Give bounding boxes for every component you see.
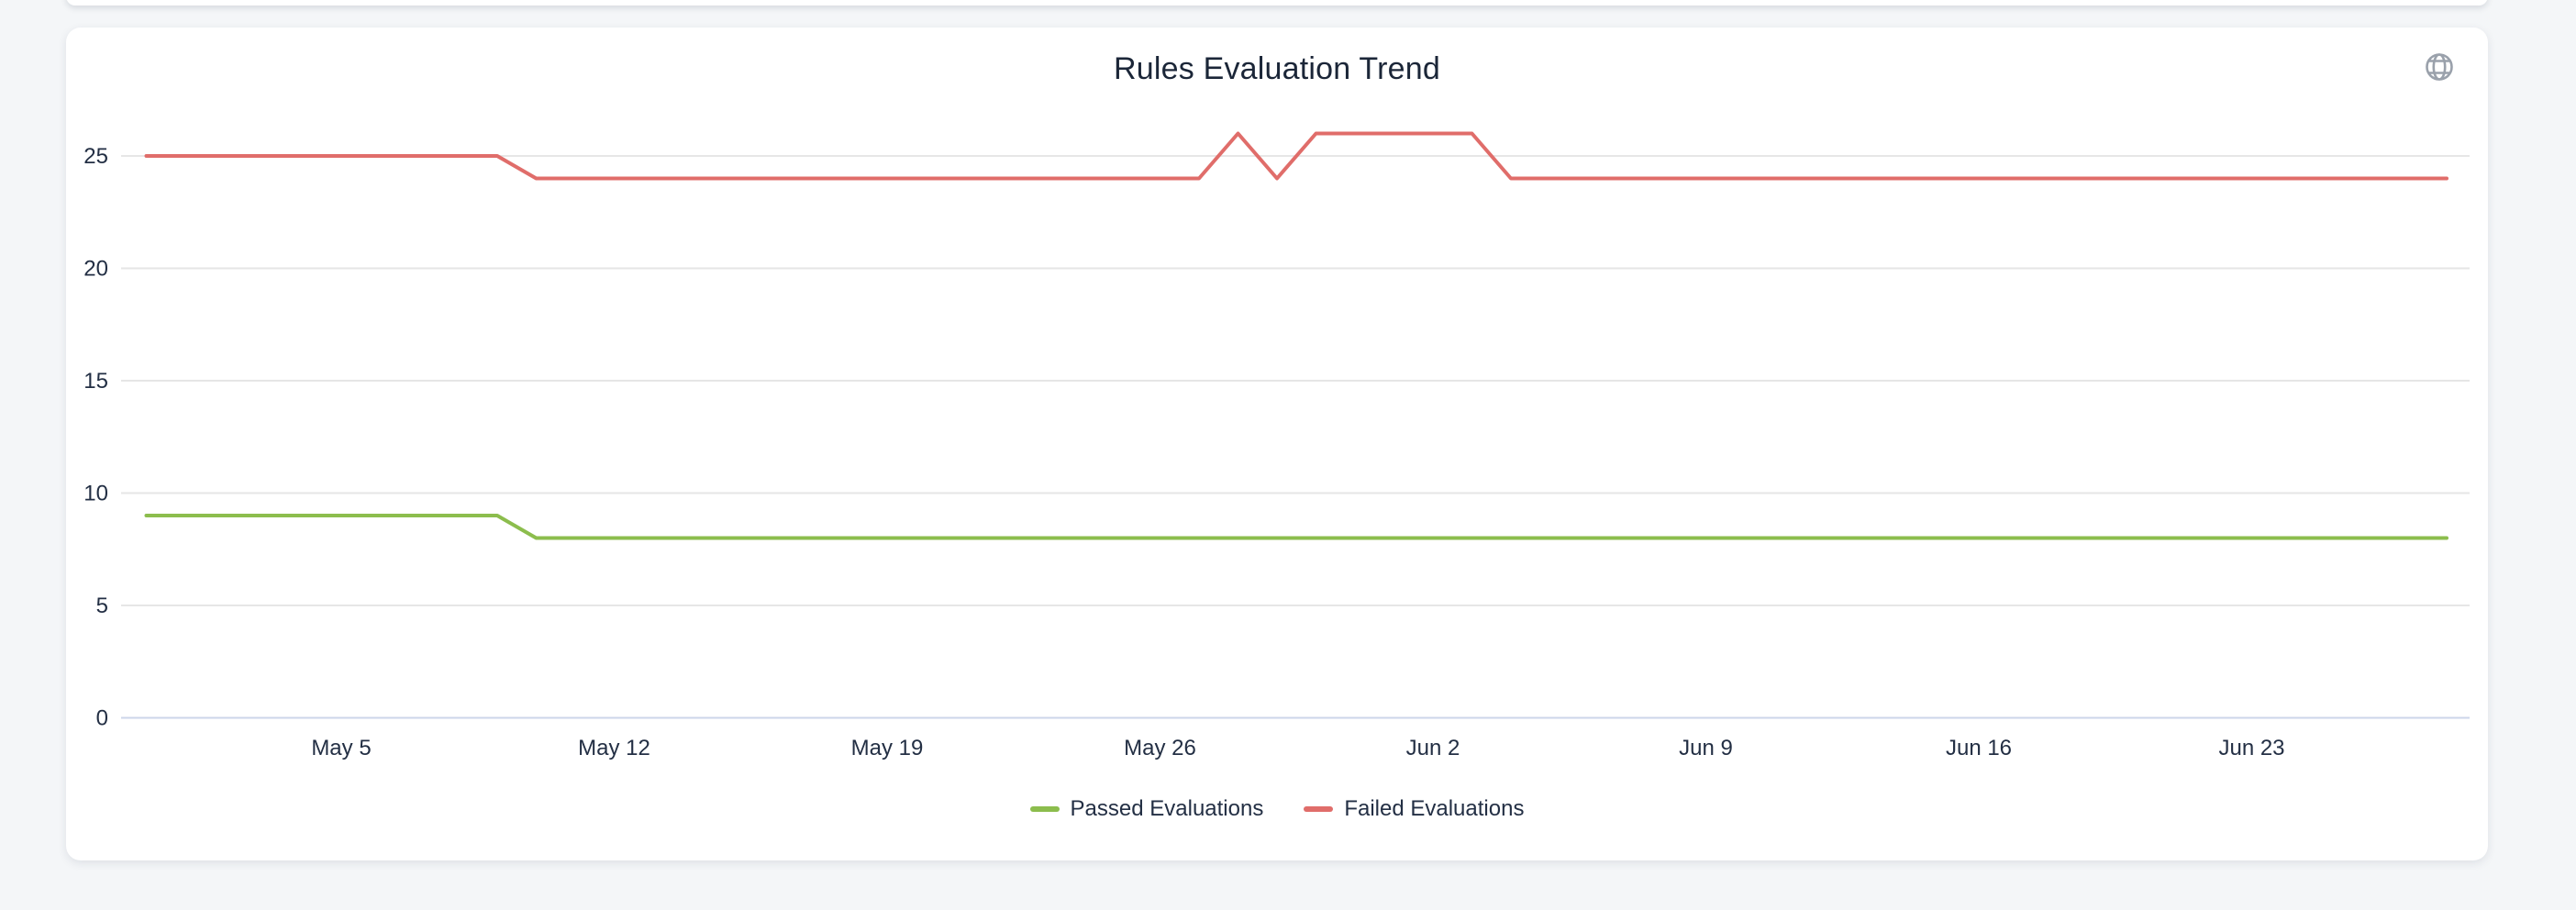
x-tick-label: May 26 [1124,736,1196,760]
chart-title: Rules Evaluation Trend [1114,51,1440,86]
legend-label: Passed Evaluations [1070,796,1264,821]
x-tick-label: May 19 [851,736,924,760]
legend-label: Failed Evaluations [1344,796,1525,821]
legend-item-failed-evaluations[interactable]: Failed Evaluations [1304,796,1524,822]
globe-icon [2426,53,2453,81]
trend-chart-plot: 0 5 10 15 20 25 May 5 May 12 May 19 May 26 Jun 2 Ju… [83,131,2470,760]
x-tick-label: Jun 23 [2218,736,2284,760]
x-tick-label: Jun 2 [1406,736,1460,760]
previous-card-bottom-edge [66,0,2488,6]
chart-legend: Passed Evaluations Failed Evaluations [66,796,2488,822]
y-tick-label: 25 [83,144,108,169]
rules-evaluation-trend-card: Rules Evaluation Trend 0 5 10 15 20 25 May 5 Ma… [66,28,2488,860]
series-line-failed-evaluations [144,131,2448,181]
x-tick-label: May 12 [578,736,650,760]
y-tick-label: 0 [96,706,108,731]
y-tick-label: 15 [83,369,108,394]
y-tick-label: 5 [96,594,108,618]
legend-item-passed-evaluations[interactable]: Passed Evaluations [1029,796,1264,822]
x-tick-label: Jun 9 [1679,736,1733,760]
globe-button[interactable] [2422,50,2457,84]
series-line-passed-evaluations [144,514,2448,540]
x-tick-label: Jun 16 [1946,736,2012,760]
legend-marker [1029,806,1060,812]
y-tick-label: 10 [83,482,108,506]
x-tick-label: May 5 [311,736,371,760]
legend-marker [1304,806,1334,812]
y-tick-label: 20 [83,257,108,282]
